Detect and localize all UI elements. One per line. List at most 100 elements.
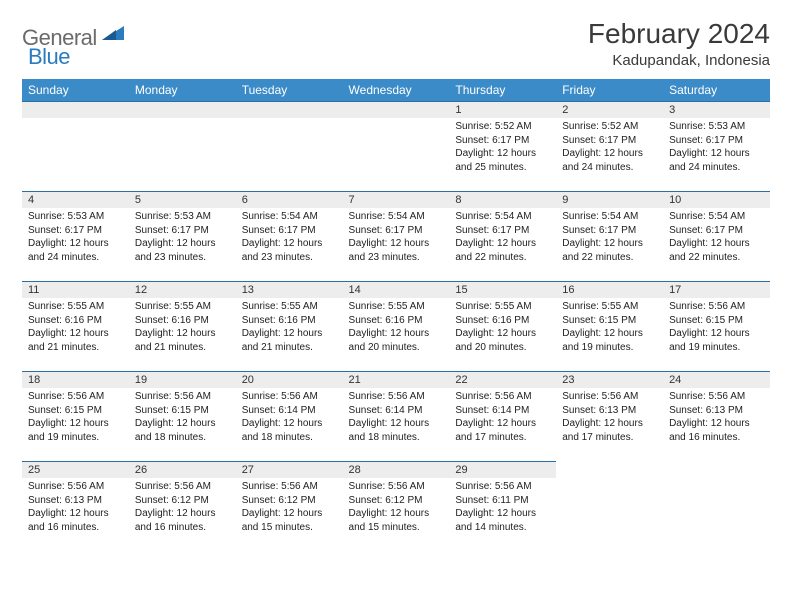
- day-details: Sunrise: 5:52 AMSunset: 6:17 PMDaylight:…: [556, 118, 663, 180]
- day-details: Sunrise: 5:55 AMSunset: 6:15 PMDaylight:…: [556, 298, 663, 360]
- weekday-header: Wednesday: [343, 79, 450, 101]
- sunrise-text: Sunrise: 5:55 AM: [455, 300, 550, 314]
- calendar-cell: 6Sunrise: 5:54 AMSunset: 6:17 PMDaylight…: [236, 191, 343, 281]
- day-number: 4: [22, 191, 129, 208]
- day-details: Sunrise: 5:56 AMSunset: 6:13 PMDaylight:…: [663, 388, 770, 450]
- sunrise-text: Sunrise: 5:56 AM: [135, 480, 230, 494]
- sunrise-text: Sunrise: 5:52 AM: [562, 120, 657, 134]
- weekday-header: Friday: [556, 79, 663, 101]
- sunrise-text: Sunrise: 5:53 AM: [135, 210, 230, 224]
- day-details: Sunrise: 5:56 AMSunset: 6:12 PMDaylight:…: [129, 478, 236, 540]
- daylight-text: Daylight: 12 hours and 20 minutes.: [455, 327, 550, 354]
- sunrise-text: Sunrise: 5:56 AM: [242, 390, 337, 404]
- sunset-text: Sunset: 6:17 PM: [455, 224, 550, 238]
- sunrise-text: Sunrise: 5:56 AM: [669, 390, 764, 404]
- day-details: Sunrise: 5:56 AMSunset: 6:11 PMDaylight:…: [449, 478, 556, 540]
- calendar-cell: 14Sunrise: 5:55 AMSunset: 6:16 PMDayligh…: [343, 281, 450, 371]
- sunrise-text: Sunrise: 5:56 AM: [242, 480, 337, 494]
- day-details: Sunrise: 5:56 AMSunset: 6:14 PMDaylight:…: [236, 388, 343, 450]
- sunrise-text: Sunrise: 5:54 AM: [562, 210, 657, 224]
- daylight-text: Daylight: 12 hours and 23 minutes.: [242, 237, 337, 264]
- daylight-text: Daylight: 12 hours and 23 minutes.: [349, 237, 444, 264]
- day-number: 7: [343, 191, 450, 208]
- calendar-cell: 4Sunrise: 5:53 AMSunset: 6:17 PMDaylight…: [22, 191, 129, 281]
- sunset-text: Sunset: 6:15 PM: [562, 314, 657, 328]
- sunrise-text: Sunrise: 5:52 AM: [455, 120, 550, 134]
- daylight-text: Daylight: 12 hours and 22 minutes.: [669, 237, 764, 264]
- sunset-text: Sunset: 6:17 PM: [669, 134, 764, 148]
- day-number: 25: [22, 461, 129, 478]
- calendar-cell: [236, 101, 343, 191]
- calendar-week-row: 18Sunrise: 5:56 AMSunset: 6:15 PMDayligh…: [22, 371, 770, 461]
- daylight-text: Daylight: 12 hours and 18 minutes.: [349, 417, 444, 444]
- day-details: Sunrise: 5:54 AMSunset: 6:17 PMDaylight:…: [556, 208, 663, 270]
- calendar-cell: 21Sunrise: 5:56 AMSunset: 6:14 PMDayligh…: [343, 371, 450, 461]
- day-details: Sunrise: 5:56 AMSunset: 6:12 PMDaylight:…: [343, 478, 450, 540]
- sunset-text: Sunset: 6:17 PM: [242, 224, 337, 238]
- day-number: 13: [236, 281, 343, 298]
- day-details: Sunrise: 5:53 AMSunset: 6:17 PMDaylight:…: [22, 208, 129, 270]
- sunrise-text: Sunrise: 5:56 AM: [28, 390, 123, 404]
- sunrise-text: Sunrise: 5:55 AM: [28, 300, 123, 314]
- day-number: 5: [129, 191, 236, 208]
- day-number: 19: [129, 371, 236, 388]
- calendar-cell: 10Sunrise: 5:54 AMSunset: 6:17 PMDayligh…: [663, 191, 770, 281]
- day-number: 21: [343, 371, 450, 388]
- day-number: 2: [556, 101, 663, 118]
- daylight-text: Daylight: 12 hours and 25 minutes.: [455, 147, 550, 174]
- calendar-cell: 23Sunrise: 5:56 AMSunset: 6:13 PMDayligh…: [556, 371, 663, 461]
- calendar-cell: 26Sunrise: 5:56 AMSunset: 6:12 PMDayligh…: [129, 461, 236, 551]
- sunrise-text: Sunrise: 5:56 AM: [455, 480, 550, 494]
- daylight-text: Daylight: 12 hours and 24 minutes.: [562, 147, 657, 174]
- day-number: 22: [449, 371, 556, 388]
- daylight-text: Daylight: 12 hours and 15 minutes.: [349, 507, 444, 534]
- sunrise-text: Sunrise: 5:56 AM: [349, 480, 444, 494]
- day-details: Sunrise: 5:53 AMSunset: 6:17 PMDaylight:…: [129, 208, 236, 270]
- daylight-text: Daylight: 12 hours and 20 minutes.: [349, 327, 444, 354]
- day-details: Sunrise: 5:53 AMSunset: 6:17 PMDaylight:…: [663, 118, 770, 180]
- sunset-text: Sunset: 6:12 PM: [349, 494, 444, 508]
- calendar-cell: 25Sunrise: 5:56 AMSunset: 6:13 PMDayligh…: [22, 461, 129, 551]
- sunrise-text: Sunrise: 5:56 AM: [135, 390, 230, 404]
- calendar-cell: 3Sunrise: 5:53 AMSunset: 6:17 PMDaylight…: [663, 101, 770, 191]
- daylight-text: Daylight: 12 hours and 24 minutes.: [669, 147, 764, 174]
- calendar-cell: 28Sunrise: 5:56 AMSunset: 6:12 PMDayligh…: [343, 461, 450, 551]
- day-number: 18: [22, 371, 129, 388]
- weekday-header: Saturday: [663, 79, 770, 101]
- sunset-text: Sunset: 6:15 PM: [135, 404, 230, 418]
- sunrise-text: Sunrise: 5:54 AM: [349, 210, 444, 224]
- day-number: 11: [22, 281, 129, 298]
- calendar-cell: 12Sunrise: 5:55 AMSunset: 6:16 PMDayligh…: [129, 281, 236, 371]
- day-details: Sunrise: 5:55 AMSunset: 6:16 PMDaylight:…: [449, 298, 556, 360]
- calendar-table: SundayMondayTuesdayWednesdayThursdayFrid…: [22, 79, 770, 551]
- calendar-body: 1Sunrise: 5:52 AMSunset: 6:17 PMDaylight…: [22, 101, 770, 551]
- daylight-text: Daylight: 12 hours and 14 minutes.: [455, 507, 550, 534]
- calendar-cell: 5Sunrise: 5:53 AMSunset: 6:17 PMDaylight…: [129, 191, 236, 281]
- month-title: February 2024: [588, 18, 770, 50]
- brand-triangle-icon: [102, 24, 124, 45]
- calendar-week-row: 25Sunrise: 5:56 AMSunset: 6:13 PMDayligh…: [22, 461, 770, 551]
- daylight-text: Daylight: 12 hours and 22 minutes.: [455, 237, 550, 264]
- daylight-text: Daylight: 12 hours and 24 minutes.: [28, 237, 123, 264]
- sunset-text: Sunset: 6:17 PM: [135, 224, 230, 238]
- calendar-cell: 29Sunrise: 5:56 AMSunset: 6:11 PMDayligh…: [449, 461, 556, 551]
- sunset-text: Sunset: 6:16 PM: [455, 314, 550, 328]
- brand-part2: Blue: [28, 44, 70, 69]
- daylight-text: Daylight: 12 hours and 18 minutes.: [135, 417, 230, 444]
- sunset-text: Sunset: 6:11 PM: [455, 494, 550, 508]
- day-details: Sunrise: 5:55 AMSunset: 6:16 PMDaylight:…: [343, 298, 450, 360]
- day-details: Sunrise: 5:54 AMSunset: 6:17 PMDaylight:…: [343, 208, 450, 270]
- calendar-cell: [343, 101, 450, 191]
- location-label: Kadupandak, Indonesia: [588, 52, 770, 69]
- weekday-header: Sunday: [22, 79, 129, 101]
- calendar-cell: 22Sunrise: 5:56 AMSunset: 6:14 PMDayligh…: [449, 371, 556, 461]
- day-details: Sunrise: 5:52 AMSunset: 6:17 PMDaylight:…: [449, 118, 556, 180]
- weekday-header: Monday: [129, 79, 236, 101]
- day-details: Sunrise: 5:56 AMSunset: 6:15 PMDaylight:…: [129, 388, 236, 450]
- sunset-text: Sunset: 6:17 PM: [562, 224, 657, 238]
- daylight-text: Daylight: 12 hours and 19 minutes.: [28, 417, 123, 444]
- day-details: Sunrise: 5:54 AMSunset: 6:17 PMDaylight:…: [236, 208, 343, 270]
- daylight-text: Daylight: 12 hours and 22 minutes.: [562, 237, 657, 264]
- sunrise-text: Sunrise: 5:55 AM: [562, 300, 657, 314]
- day-details: Sunrise: 5:54 AMSunset: 6:17 PMDaylight:…: [663, 208, 770, 270]
